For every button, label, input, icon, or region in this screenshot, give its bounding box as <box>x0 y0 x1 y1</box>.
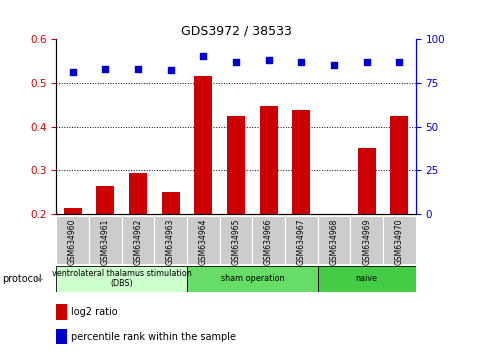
FancyBboxPatch shape <box>252 216 285 264</box>
Point <box>329 62 337 68</box>
FancyBboxPatch shape <box>349 216 382 264</box>
Bar <box>389 116 407 302</box>
Text: GSM634966: GSM634966 <box>264 218 273 265</box>
Text: naive: naive <box>355 274 377 283</box>
Text: GSM634960: GSM634960 <box>68 218 77 265</box>
Bar <box>194 76 212 302</box>
FancyBboxPatch shape <box>382 216 415 264</box>
FancyBboxPatch shape <box>186 216 219 264</box>
Text: GSM634967: GSM634967 <box>296 218 305 265</box>
Text: GSM634969: GSM634969 <box>362 218 370 265</box>
Bar <box>325 214 342 302</box>
Text: GSM634963: GSM634963 <box>166 218 175 265</box>
Text: GSM634962: GSM634962 <box>133 218 142 265</box>
Bar <box>161 192 179 302</box>
Text: ventrolateral thalamus stimulation
(DBS): ventrolateral thalamus stimulation (DBS) <box>52 269 191 289</box>
Point <box>166 68 174 73</box>
Point <box>68 69 76 75</box>
FancyBboxPatch shape <box>317 266 415 292</box>
Point <box>264 57 272 63</box>
Point <box>362 59 370 64</box>
Point <box>134 66 142 72</box>
Text: GSM634965: GSM634965 <box>231 218 240 265</box>
Text: GSM634970: GSM634970 <box>394 218 403 265</box>
Bar <box>96 186 114 302</box>
Title: GDS3972 / 38533: GDS3972 / 38533 <box>180 25 291 38</box>
Bar <box>226 116 244 302</box>
FancyBboxPatch shape <box>186 266 317 292</box>
Point <box>231 59 239 64</box>
FancyBboxPatch shape <box>122 216 154 264</box>
Text: log2 ratio: log2 ratio <box>71 307 117 317</box>
Bar <box>292 110 310 302</box>
FancyBboxPatch shape <box>56 216 89 264</box>
Bar <box>63 207 81 302</box>
Text: GSM634964: GSM634964 <box>198 218 207 265</box>
Text: sham operation: sham operation <box>220 274 284 283</box>
Bar <box>129 172 146 302</box>
Text: percentile rank within the sample: percentile rank within the sample <box>71 332 235 342</box>
FancyBboxPatch shape <box>154 216 186 264</box>
Point <box>297 59 305 64</box>
FancyBboxPatch shape <box>89 216 122 264</box>
FancyBboxPatch shape <box>317 216 349 264</box>
FancyBboxPatch shape <box>219 216 252 264</box>
FancyBboxPatch shape <box>285 216 317 264</box>
Point <box>395 59 403 64</box>
Point <box>101 66 109 72</box>
Bar <box>259 105 277 302</box>
Text: ►: ► <box>36 274 44 284</box>
Point <box>199 53 207 59</box>
Text: protocol: protocol <box>2 274 42 284</box>
Bar <box>357 148 375 302</box>
FancyBboxPatch shape <box>56 266 186 292</box>
Text: GSM634961: GSM634961 <box>101 218 109 265</box>
Text: GSM634968: GSM634968 <box>329 218 338 265</box>
